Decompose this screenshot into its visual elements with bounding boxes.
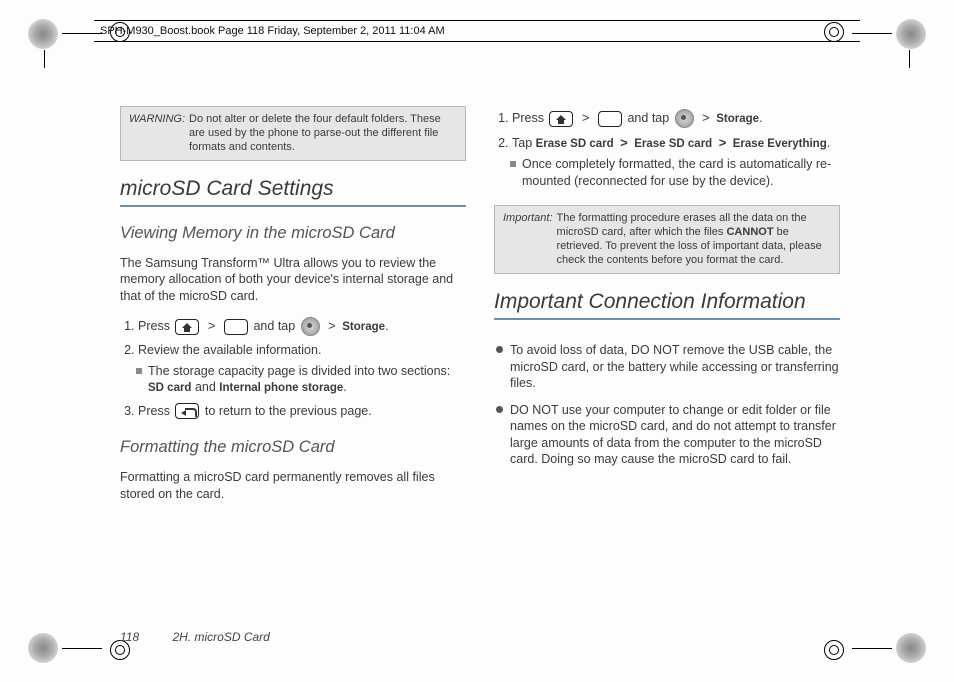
step-1: Press > and tap > Storage. xyxy=(138,317,466,336)
formatting-paragraph: Formatting a microSD card permanently re… xyxy=(120,469,466,502)
warning-label: WARNING: xyxy=(129,113,185,154)
crop-mark xyxy=(909,50,910,68)
step-2: Tap Erase SD card > Erase SD card > Eras… xyxy=(512,134,840,189)
formatting-steps: Press > and tap > Storage. Tap Erase SD … xyxy=(494,106,840,195)
important-box: Important: The formatting procedure eras… xyxy=(494,205,840,274)
crop-mark xyxy=(44,50,45,68)
intro-paragraph: The Samsung Transform™ Ultra allows you … xyxy=(120,255,466,305)
crop-mark xyxy=(852,648,892,649)
home-icon xyxy=(175,319,199,335)
settings-icon xyxy=(675,109,694,128)
chevron-icon: > xyxy=(582,110,590,125)
important-text: The formatting procedure erases all the … xyxy=(557,212,831,267)
warning-text: Do not alter or delete the four default … xyxy=(189,113,457,154)
step-2: Review the available information. The st… xyxy=(138,342,466,396)
step-2-sub: The storage capacity page is divided int… xyxy=(138,363,466,397)
registration-mark-icon xyxy=(28,633,58,663)
footer-section: 2H. microSD Card xyxy=(172,630,269,644)
step-3: Press to return to the previous page. xyxy=(138,403,466,420)
chevron-icon: > xyxy=(208,318,216,333)
menu-icon xyxy=(598,111,622,127)
registration-mark-icon xyxy=(896,633,926,663)
chevron-icon: > xyxy=(620,135,628,150)
important-label: Important: xyxy=(503,212,553,267)
connection-bullets: To avoid loss of data, DO NOT remove the… xyxy=(494,338,840,478)
subheading-viewing: Viewing Memory in the microSD Card xyxy=(120,223,466,245)
page-footer: 118 2H. microSD Card xyxy=(120,630,270,644)
chevron-icon: > xyxy=(702,110,710,125)
step-1: Press > and tap > Storage. xyxy=(512,109,840,128)
right-column: Press > and tap > Storage. Tap Erase SD … xyxy=(494,106,840,616)
storage-label: Storage xyxy=(342,321,385,333)
viewing-steps: Press > and tap > Storage. Review the av… xyxy=(120,314,466,425)
doc-header-text: SPH-M930_Boost.book Page 118 Friday, Sep… xyxy=(100,25,445,37)
registration-mark-icon xyxy=(896,19,926,49)
warning-box: WARNING: Do not alter or delete the four… xyxy=(120,106,466,161)
settings-icon xyxy=(301,317,320,336)
home-icon xyxy=(549,111,573,127)
step-2-sub: Once completely formatted, the card is a… xyxy=(512,156,840,189)
back-icon xyxy=(175,403,199,419)
storage-label: Storage xyxy=(716,113,759,125)
doc-header-strip: SPH-M930_Boost.book Page 118 Friday, Sep… xyxy=(94,20,860,42)
menu-icon xyxy=(224,319,248,335)
section-heading: microSD Card Settings xyxy=(120,175,466,207)
registration-mark-icon xyxy=(28,19,58,49)
crop-mark xyxy=(62,648,102,649)
bullet-1: To avoid loss of data, DO NOT remove the… xyxy=(496,342,840,392)
page-number: 118 xyxy=(120,630,139,644)
bullet-2: DO NOT use your computer to change or ed… xyxy=(496,402,840,468)
page-body: WARNING: Do not alter or delete the four… xyxy=(120,106,840,616)
section-heading-connection: Important Connection Information xyxy=(494,288,840,320)
ring-mark-icon xyxy=(824,640,844,660)
left-column: WARNING: Do not alter or delete the four… xyxy=(120,106,466,616)
chevron-icon: > xyxy=(719,135,727,150)
chevron-icon: > xyxy=(328,318,336,333)
subheading-formatting: Formatting the microSD Card xyxy=(120,437,466,459)
